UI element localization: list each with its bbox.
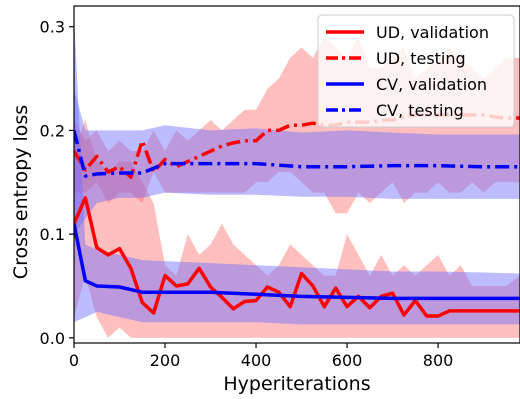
x-tick-label: 400	[241, 351, 272, 370]
confidence-band-3	[74, 88, 520, 235]
legend-label-3: CV, testing	[376, 101, 464, 120]
y-tick-label: 0.2	[40, 121, 65, 140]
y-axis-label: Cross entropy loss	[10, 105, 32, 279]
x-tick-label: 0	[69, 351, 79, 370]
axes: 0 200 400 600 800 0.0 0.1 0.2 0.3	[40, 5, 520, 370]
plot-frame	[73, 5, 520, 344]
legend-label-0: UD, validation	[376, 23, 489, 42]
y-tick-label: 0.0	[40, 329, 65, 348]
x-tick-label: 800	[423, 351, 454, 370]
legend-box	[317, 14, 515, 128]
y-tick-label: 0.3	[40, 18, 65, 37]
x-tick-label: 200	[150, 351, 181, 370]
series-line-2	[74, 223, 520, 301]
legend-label-1: UD, testing	[376, 49, 466, 68]
x-axis-label: Hyperiterations	[223, 373, 370, 395]
series-line-3	[74, 130, 520, 178]
y-tick-label: 0.1	[40, 225, 65, 244]
series-line-0	[74, 196, 520, 318]
confidence-band-2	[74, 16, 520, 325]
x-tick-label: 600	[332, 351, 363, 370]
legend: UD, validation UD, testing CV, validation C…	[317, 14, 515, 128]
legend-label-2: CV, validation	[376, 75, 487, 94]
